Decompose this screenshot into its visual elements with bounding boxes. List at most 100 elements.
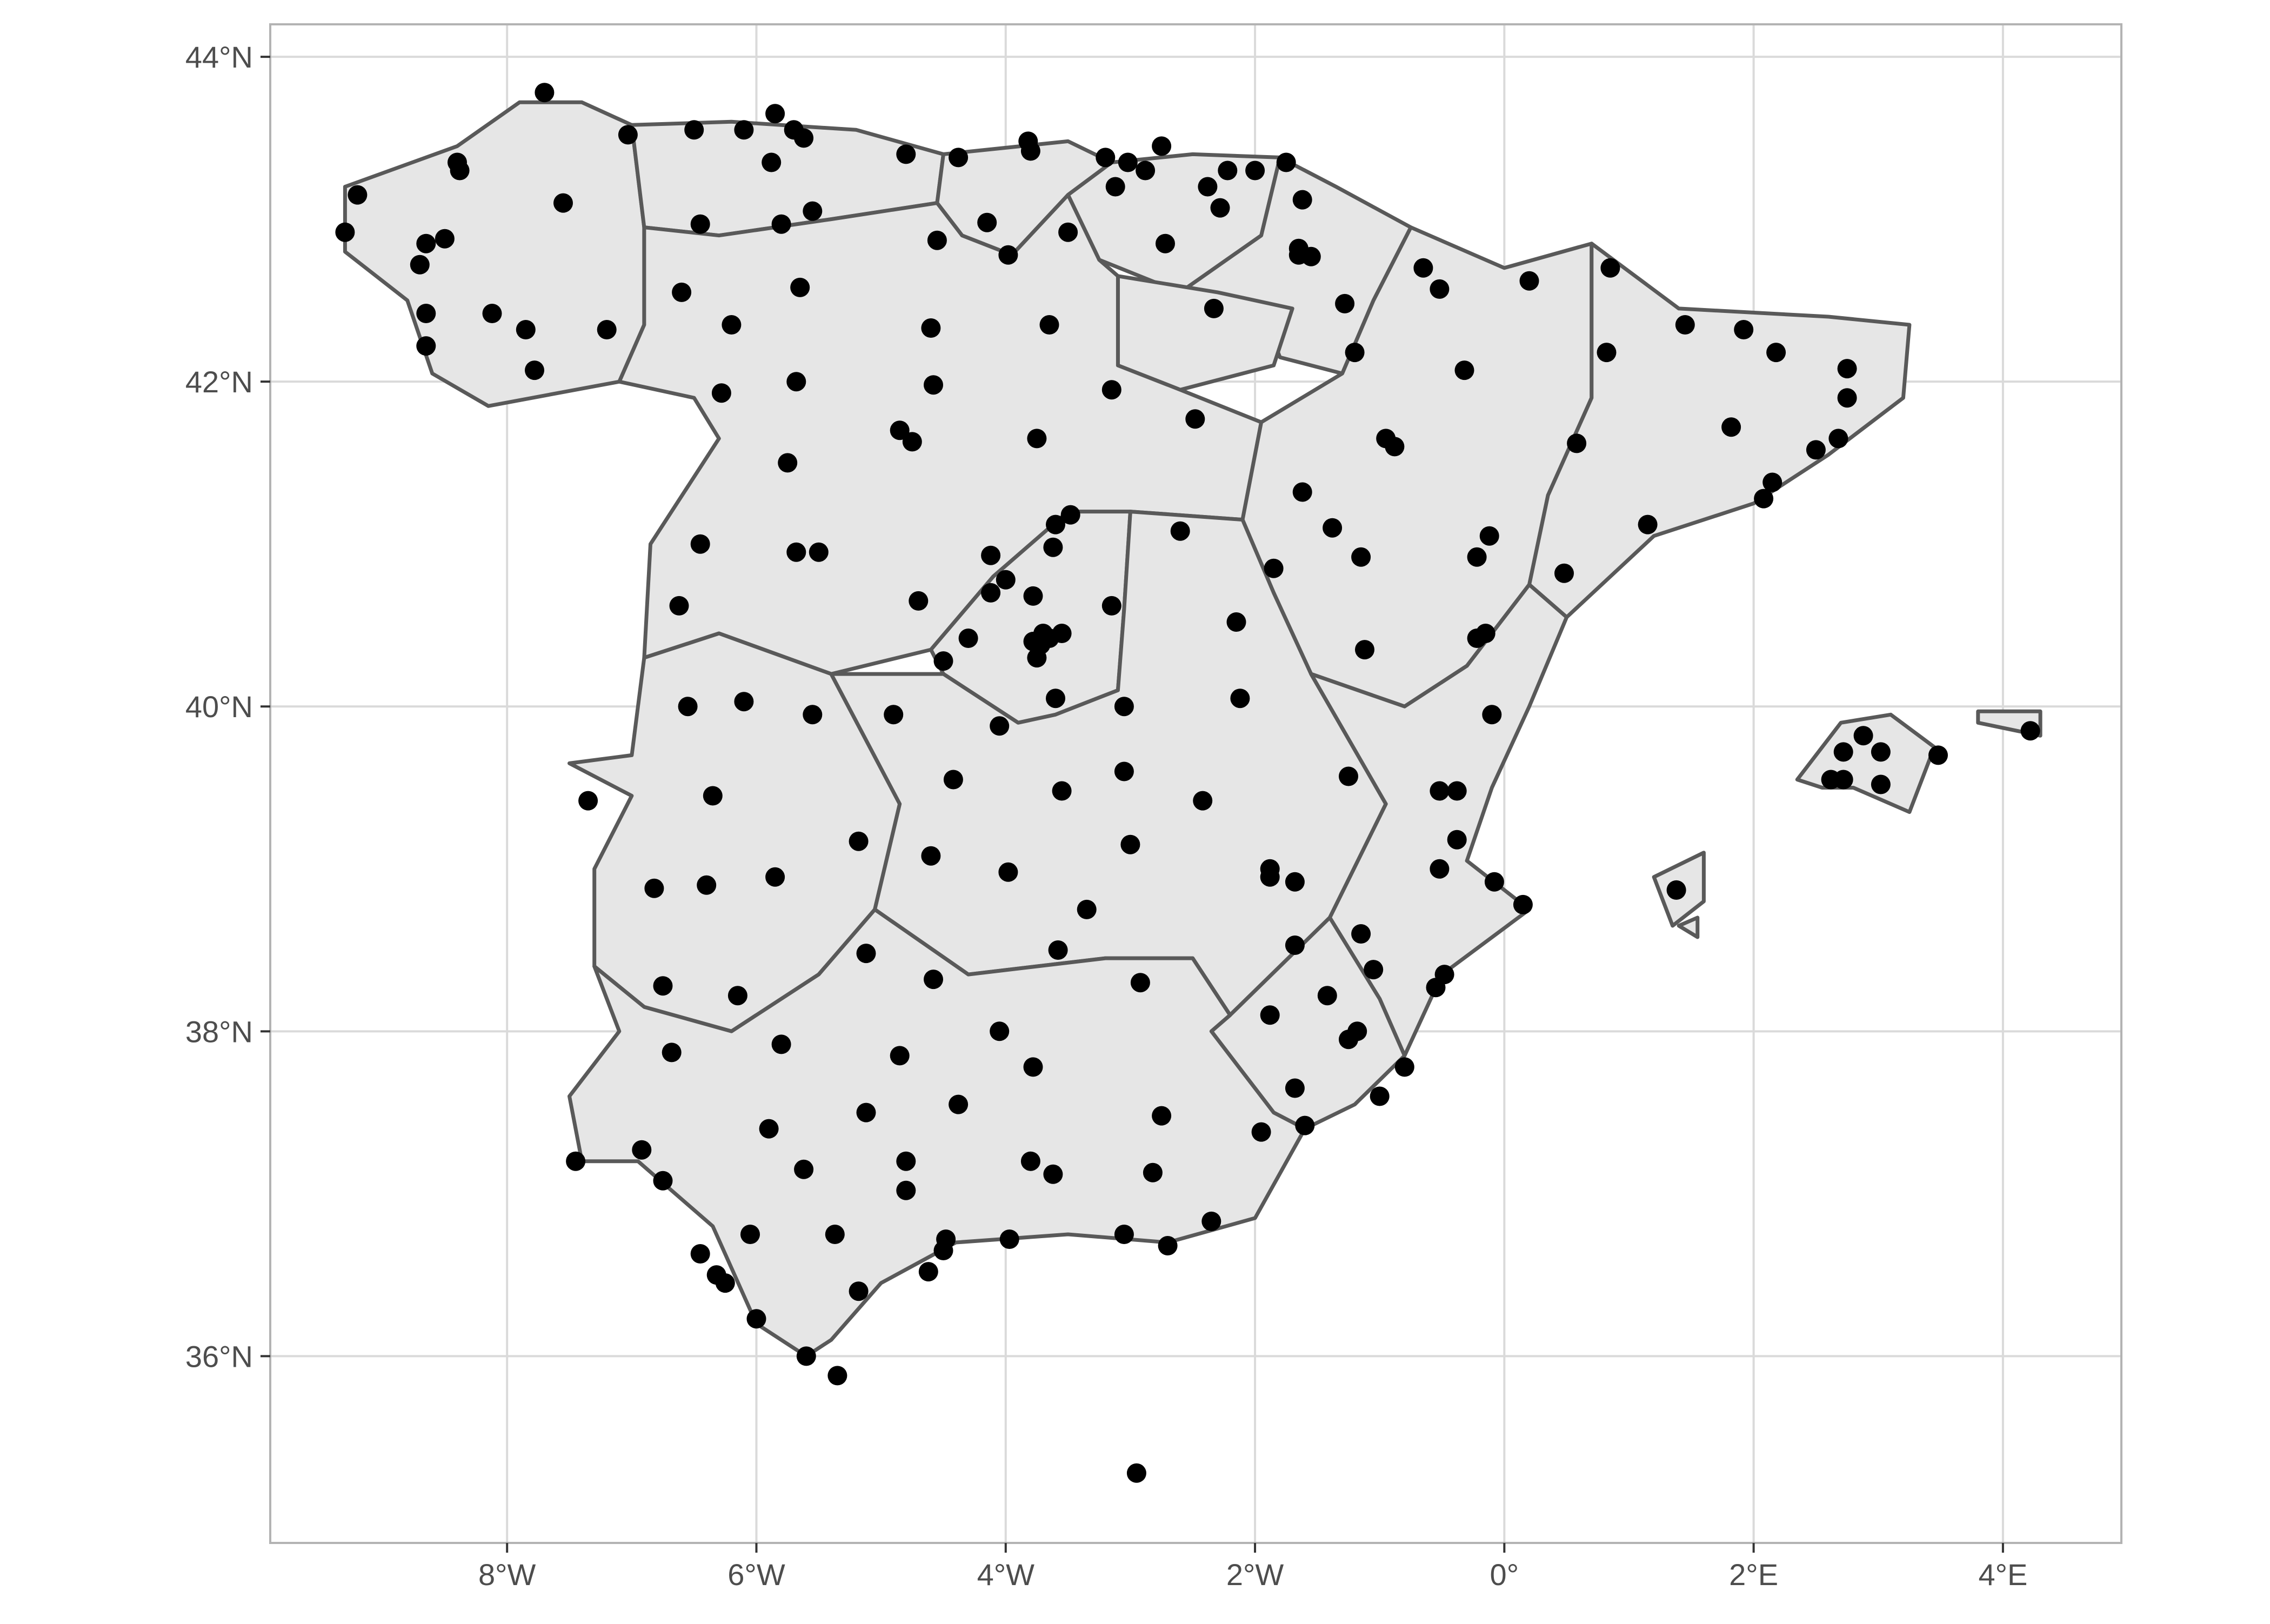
station-point (786, 372, 806, 392)
station-point (416, 304, 436, 323)
x-tick-label: 6°W (727, 1558, 785, 1592)
station-point (1152, 1106, 1172, 1126)
region-boundaries (343, 100, 2042, 1358)
station-point (553, 193, 573, 213)
station-point (1218, 161, 1238, 181)
station-point (884, 705, 904, 725)
station-point (1853, 726, 1873, 746)
station-point (1105, 177, 1125, 197)
station-point (684, 120, 704, 140)
station-point (410, 255, 430, 275)
station-point (1430, 781, 1450, 801)
station-point (1734, 320, 1754, 339)
panel-border (269, 23, 2122, 1544)
station-point (1454, 360, 1474, 380)
station-point (998, 245, 1018, 265)
station-point (1185, 409, 1205, 429)
station-point (578, 791, 598, 811)
station-point (2020, 721, 2040, 741)
station-point (1114, 697, 1134, 717)
station-point (918, 1262, 938, 1282)
station-point (1101, 596, 1121, 616)
station-point (1204, 298, 1224, 318)
station-point (933, 1241, 953, 1260)
station-point (958, 629, 978, 648)
station-point (1130, 973, 1150, 993)
station-point (856, 944, 876, 964)
station-point (1226, 612, 1246, 632)
station-point (1170, 521, 1190, 541)
station-point (1345, 343, 1365, 363)
station-point (786, 542, 806, 562)
station-point (1264, 558, 1284, 578)
station-point (335, 222, 355, 242)
station-point (644, 878, 664, 898)
station-point (1058, 222, 1078, 242)
station-point (435, 229, 455, 249)
station-point (1554, 563, 1574, 583)
station-point (416, 336, 436, 356)
station-point (1048, 940, 1068, 960)
station-point (1114, 1225, 1134, 1244)
station-point (1052, 781, 1072, 801)
region-navarra (1178, 155, 1413, 376)
station-point (535, 83, 555, 103)
station-point (1126, 1463, 1146, 1483)
x-tick-label: 8°W (478, 1558, 536, 1592)
station-point (778, 453, 798, 473)
station-point (1027, 648, 1047, 668)
station-point (990, 716, 1010, 736)
station-point (1351, 924, 1371, 944)
station-point (856, 1102, 876, 1122)
station-point (482, 304, 502, 323)
y-tick-label: 44°N (185, 40, 253, 74)
station-point (1158, 1236, 1178, 1255)
station-point (896, 1180, 916, 1200)
station-point (896, 144, 916, 164)
station-point (790, 277, 810, 297)
station-point (1198, 177, 1218, 197)
station-point (734, 692, 754, 712)
station-point (690, 214, 710, 234)
station-point (653, 976, 673, 996)
station-point (1351, 547, 1371, 567)
station-point (1837, 359, 1857, 379)
station-point (943, 770, 963, 790)
station-point (1292, 482, 1312, 502)
station-point (890, 1046, 910, 1066)
station-point (1430, 279, 1450, 299)
station-point (1201, 1211, 1221, 1231)
station-point (996, 570, 1016, 590)
station-point (1193, 791, 1213, 811)
station-point (825, 1225, 845, 1244)
station-point (1020, 141, 1040, 161)
station-points (335, 83, 2040, 1483)
station-point (771, 1034, 791, 1054)
station-point (827, 1366, 847, 1386)
station-point (921, 846, 941, 866)
station-point (662, 1042, 682, 1062)
station-point (981, 545, 1001, 565)
station-point (516, 320, 536, 339)
station-point (1260, 1005, 1280, 1025)
station-point (1143, 1162, 1163, 1182)
station-point (759, 1119, 779, 1139)
station-point (715, 1273, 735, 1293)
station-point (678, 697, 698, 717)
axis-labels: 8°W 6°W 4°W 2°W 0° 2°E 4°E 36°N 38°N 40°N 42°N 44°N (185, 40, 2027, 1592)
station-point (1043, 1164, 1063, 1184)
station-point (1597, 343, 1617, 363)
station-point (794, 1159, 814, 1179)
region-catalu-a (1527, 242, 1912, 619)
station-point (803, 201, 823, 221)
station-point (1675, 315, 1695, 335)
station-point (1871, 742, 1891, 762)
station-point (849, 831, 869, 851)
station-point (1479, 526, 1499, 546)
station-point (765, 104, 785, 124)
station-point (1413, 258, 1433, 278)
station-point (921, 318, 941, 338)
y-tick-label: 42°N (185, 365, 253, 399)
station-point (1251, 1122, 1271, 1142)
